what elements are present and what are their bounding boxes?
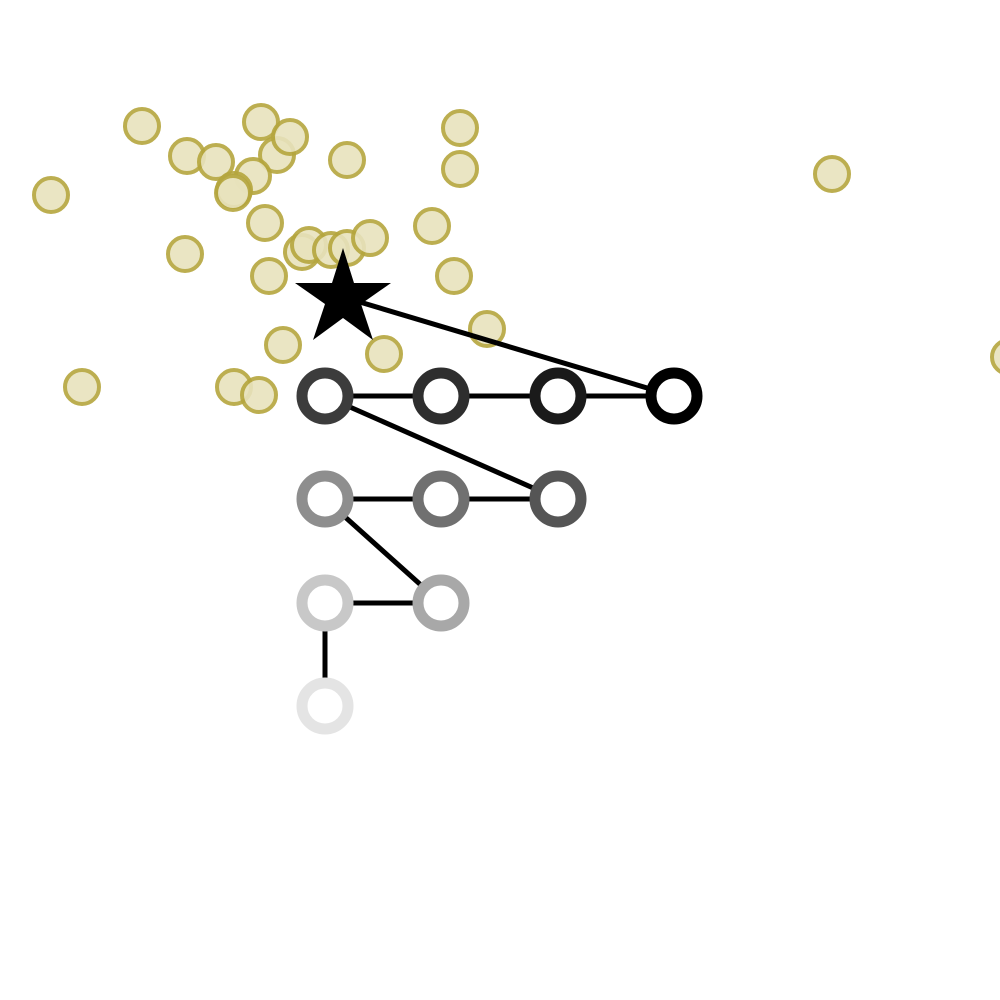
dot bbox=[441, 150, 479, 188]
node bbox=[412, 574, 470, 632]
edge bbox=[342, 294, 675, 399]
dot bbox=[214, 174, 252, 212]
dot bbox=[123, 107, 161, 145]
node bbox=[645, 367, 703, 425]
dot bbox=[328, 141, 366, 179]
dot bbox=[246, 204, 284, 242]
edge bbox=[323, 393, 560, 502]
dot bbox=[242, 103, 280, 141]
dot bbox=[413, 207, 451, 245]
node bbox=[296, 574, 354, 632]
dot bbox=[250, 257, 288, 295]
scatter-dots bbox=[32, 103, 1000, 414]
dot bbox=[990, 340, 1000, 374]
node bbox=[296, 367, 354, 425]
star-marker bbox=[295, 248, 391, 340]
nodes bbox=[296, 367, 703, 735]
node bbox=[412, 470, 470, 528]
dot bbox=[441, 109, 479, 147]
dot bbox=[813, 155, 851, 193]
node bbox=[412, 367, 470, 425]
dot bbox=[166, 235, 204, 273]
dot bbox=[271, 118, 309, 156]
dot bbox=[63, 368, 101, 406]
node bbox=[529, 470, 587, 528]
dot bbox=[435, 257, 473, 295]
node bbox=[296, 677, 354, 735]
dot bbox=[264, 326, 302, 364]
dot bbox=[365, 335, 403, 373]
node bbox=[529, 367, 587, 425]
dot bbox=[351, 219, 389, 257]
dot bbox=[197, 143, 235, 181]
dot bbox=[32, 176, 70, 214]
node bbox=[296, 470, 354, 528]
dot bbox=[240, 376, 278, 414]
